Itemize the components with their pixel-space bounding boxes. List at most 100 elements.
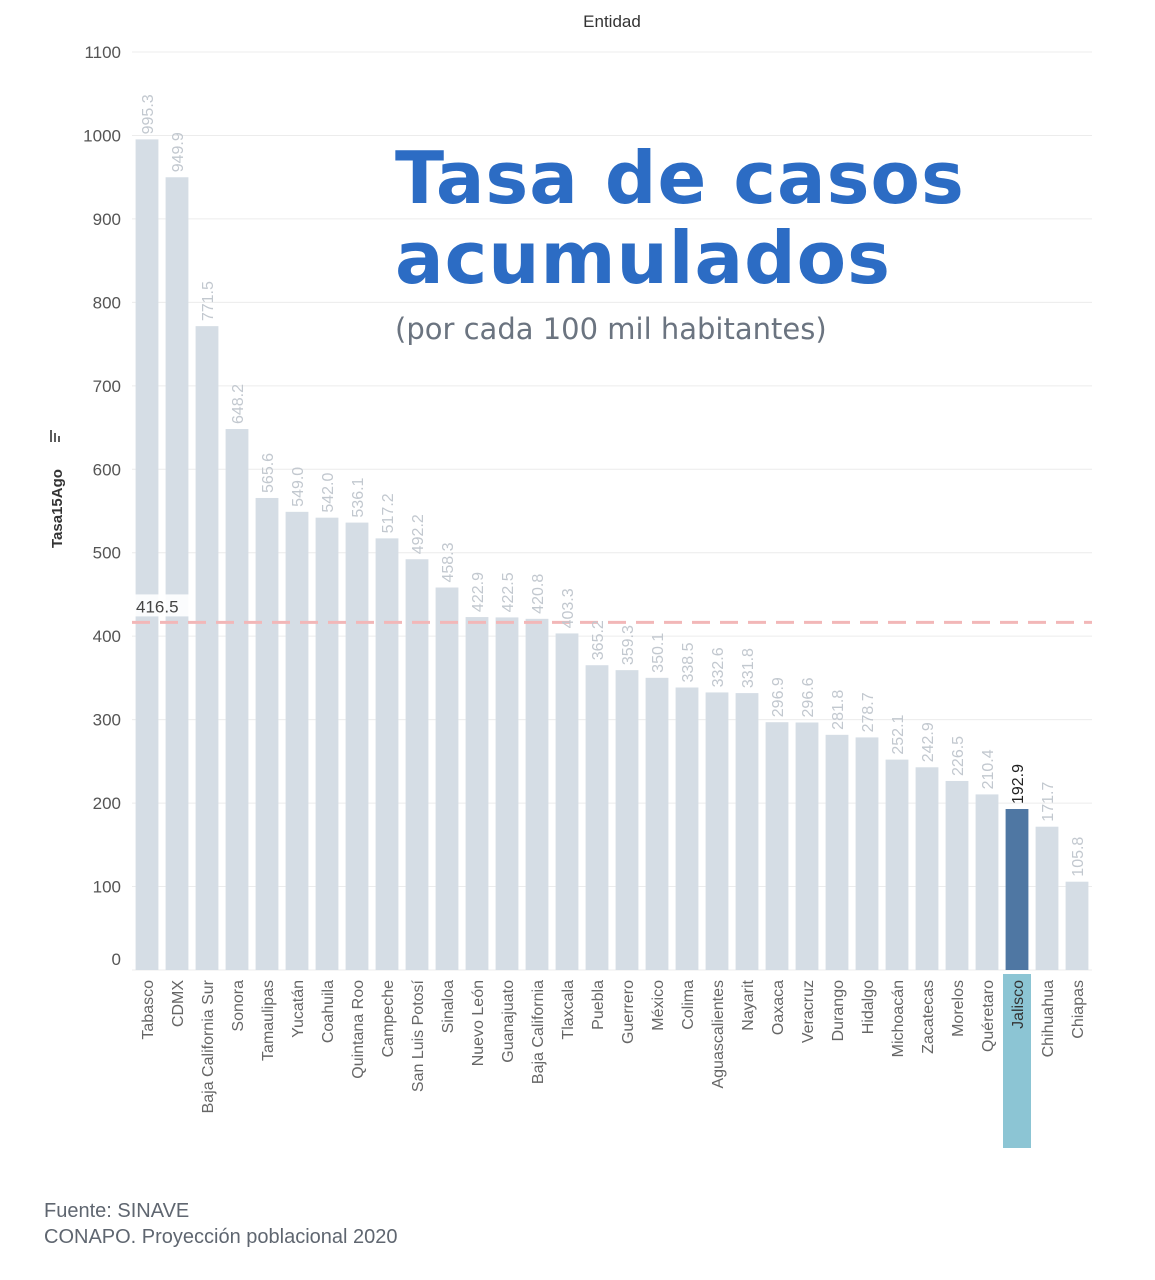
bar [195,326,219,970]
category-label: Chihuahua [1040,980,1057,1058]
category-label: Veracruz [800,980,817,1043]
bar [1005,809,1029,970]
category-label: Chiapas [1070,980,1087,1039]
value-label: 296.9 [770,677,787,717]
value-label: 365.2 [590,620,607,660]
bar [435,587,459,970]
value-label: 542.0 [320,473,337,513]
category-label: México [650,980,667,1031]
category-label: Tlaxcala [560,980,577,1040]
value-label: 949.9 [170,132,187,172]
value-label: 492.2 [410,514,427,554]
value-label: 331.8 [740,648,757,688]
value-label: 171.7 [1040,782,1057,822]
category-label: Baja California Sur [200,979,217,1113]
source-line-2: CONAPO. Proyección poblacional 2020 [44,1226,398,1248]
value-label: 420.8 [530,574,547,614]
y-tick-label: 1100 [84,43,121,62]
bar [345,522,369,970]
bar [765,722,789,970]
category-label: Coahuila [320,980,337,1043]
category-label: Colima [680,980,697,1030]
value-label: 226.5 [950,736,967,776]
y-tick-label: 900 [93,210,121,229]
y-tick-label: 100 [93,878,121,897]
value-label: 350.1 [650,633,667,673]
sort-icon [50,430,60,442]
bar [735,693,759,970]
value-label: 105.8 [1070,837,1087,877]
bar [885,759,909,970]
value-label: 422.9 [470,572,487,612]
bar [675,687,699,970]
category-label: Zacatecas [920,980,937,1054]
y-tick-label: 400 [93,627,121,646]
chart-title-line-2: acumulados [395,216,891,300]
value-label: 338.5 [680,642,697,682]
bar [795,722,819,970]
category-label: Guerrero [620,980,637,1044]
y-tick-label: 700 [93,377,121,396]
value-label: 210.4 [980,749,997,789]
bar [825,734,849,970]
category-label: Quintana Roo [350,980,367,1079]
title-block: Tasa de casos acumulados (por cada 100 m… [395,138,965,346]
y-tick-label: 800 [93,293,121,312]
value-label: 242.9 [920,722,937,762]
category-label: Sinaloa [440,980,457,1033]
y-tick-label: 0 [112,950,121,969]
value-label: 458.3 [440,542,457,582]
bar [495,617,519,970]
bar [315,517,339,970]
category-labels: Tabasco CDMX Baja California Sur Sonora Tama… [140,974,1087,1148]
bar [915,767,939,970]
category-label: Sonora [230,980,247,1032]
category-label: Tamaulipas [260,980,277,1061]
category-label: San Luis Potosí [410,979,427,1092]
value-label: 192.9 [1010,764,1027,804]
bar [855,737,879,970]
chart-title-line-1: Tasa de casos [395,136,965,220]
value-label: 281.8 [830,690,847,730]
reference-label: 416.5 [136,597,179,616]
category-label: Hidalgo [860,980,877,1034]
column-header: Entidad [583,12,641,31]
bar [645,677,669,970]
category-label: Tabasco [140,980,157,1040]
bar [465,617,489,970]
bar [255,497,279,970]
bar [975,794,999,970]
source-line-1: Fuente: SINAVE [44,1200,190,1222]
bar [525,618,549,970]
value-label: 995.3 [140,94,157,134]
bar [405,559,429,970]
y-tick-label: 500 [93,544,121,563]
value-labels: 995.3 949.9 771.5 648.2 565.6 549.0 542.0 536.1… [140,94,1087,876]
y-tick-label: 200 [93,794,121,813]
value-label: 252.1 [890,714,907,754]
reference-line: 416.5 [132,594,1092,624]
y-tick-label: 300 [93,711,121,730]
bar [585,665,609,970]
category-label: Aguascalientes [710,980,727,1089]
category-label: Baja California [530,980,547,1084]
category-label: Quéretaro [980,980,997,1052]
category-label: CDMX [170,980,187,1027]
category-label: Durango [830,980,847,1041]
bar [285,511,309,970]
reference-label-bg [133,594,189,617]
value-label: 359.3 [620,625,637,665]
category-label: Yucatán [290,980,307,1038]
category-label: Campeche [380,980,397,1057]
value-label: 278.7 [860,692,877,732]
bar [705,692,729,970]
value-label: 296.6 [800,677,817,717]
highlight-label-box [1003,974,1031,1148]
category-label: Nuevo León [470,980,487,1066]
y-axis-label: Tasa15Ago [49,469,66,548]
y-tick-label: 1000 [83,126,121,145]
category-label: Morelos [950,980,967,1037]
value-label: 648.2 [230,384,247,424]
category-label: Jalisco [1010,980,1027,1029]
